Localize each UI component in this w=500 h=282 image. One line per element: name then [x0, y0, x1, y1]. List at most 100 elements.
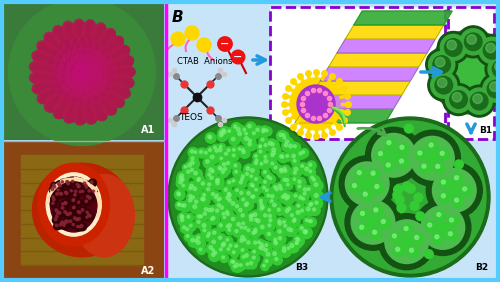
Circle shape [188, 147, 198, 157]
Circle shape [200, 150, 202, 153]
Circle shape [65, 211, 73, 219]
Circle shape [242, 150, 245, 154]
Ellipse shape [48, 89, 64, 106]
Circle shape [296, 238, 300, 241]
Circle shape [288, 144, 292, 148]
Circle shape [287, 227, 291, 231]
Circle shape [78, 201, 80, 203]
Circle shape [434, 210, 446, 222]
Ellipse shape [44, 67, 72, 85]
Circle shape [196, 175, 204, 184]
Circle shape [220, 206, 224, 209]
Circle shape [196, 241, 200, 244]
Circle shape [415, 199, 471, 255]
Circle shape [258, 160, 266, 169]
Circle shape [226, 179, 234, 188]
Circle shape [226, 238, 229, 241]
Ellipse shape [40, 89, 56, 104]
Circle shape [309, 174, 317, 182]
Circle shape [52, 196, 54, 198]
Circle shape [247, 229, 250, 232]
Ellipse shape [40, 69, 64, 85]
Circle shape [177, 192, 180, 195]
Circle shape [262, 169, 270, 177]
Circle shape [229, 258, 237, 267]
Ellipse shape [52, 50, 80, 74]
Circle shape [240, 178, 244, 181]
Circle shape [231, 260, 234, 263]
Circle shape [268, 175, 276, 184]
Circle shape [208, 174, 218, 184]
Circle shape [299, 152, 302, 155]
Ellipse shape [88, 81, 109, 102]
Circle shape [448, 232, 452, 236]
Circle shape [426, 162, 482, 218]
Circle shape [204, 151, 207, 154]
Circle shape [254, 228, 257, 232]
Circle shape [282, 194, 293, 205]
Circle shape [68, 182, 70, 185]
Ellipse shape [62, 21, 76, 41]
Circle shape [61, 181, 64, 183]
Circle shape [248, 142, 252, 146]
Ellipse shape [67, 90, 84, 114]
Circle shape [274, 166, 277, 169]
Circle shape [88, 213, 94, 220]
Circle shape [197, 148, 207, 158]
Circle shape [266, 222, 275, 231]
Circle shape [254, 162, 258, 165]
Circle shape [218, 241, 230, 252]
Ellipse shape [94, 52, 116, 70]
Text: TEOS: TEOS [179, 113, 203, 122]
Circle shape [268, 209, 270, 211]
Circle shape [214, 179, 224, 190]
Circle shape [86, 195, 94, 202]
Circle shape [55, 209, 58, 211]
Circle shape [242, 198, 244, 201]
Circle shape [447, 40, 456, 50]
Circle shape [242, 251, 253, 262]
Circle shape [62, 224, 66, 226]
Circle shape [178, 213, 187, 221]
Circle shape [217, 222, 226, 231]
Circle shape [232, 154, 235, 157]
Circle shape [430, 72, 457, 98]
Circle shape [253, 250, 256, 253]
Circle shape [272, 236, 280, 245]
Circle shape [414, 193, 423, 202]
Ellipse shape [80, 77, 100, 103]
Ellipse shape [106, 75, 128, 90]
Circle shape [195, 212, 206, 223]
Circle shape [352, 184, 356, 188]
Circle shape [218, 166, 226, 174]
Circle shape [265, 192, 274, 201]
Circle shape [220, 157, 222, 160]
Circle shape [295, 242, 298, 244]
Circle shape [248, 166, 259, 177]
Circle shape [237, 179, 246, 188]
Ellipse shape [68, 69, 90, 100]
Circle shape [200, 191, 209, 200]
Ellipse shape [84, 21, 96, 39]
Ellipse shape [45, 52, 66, 67]
Circle shape [58, 212, 61, 214]
Ellipse shape [95, 70, 120, 85]
Circle shape [239, 173, 249, 182]
Circle shape [358, 209, 370, 221]
Circle shape [64, 221, 66, 224]
Circle shape [281, 165, 290, 175]
Ellipse shape [71, 49, 96, 86]
Circle shape [231, 263, 240, 272]
Circle shape [440, 34, 466, 61]
Circle shape [240, 181, 242, 184]
Ellipse shape [74, 98, 88, 120]
Circle shape [241, 214, 244, 217]
Circle shape [228, 130, 230, 133]
Circle shape [283, 138, 294, 148]
Circle shape [284, 225, 296, 236]
Circle shape [197, 38, 211, 52]
Ellipse shape [52, 84, 70, 103]
Ellipse shape [96, 45, 118, 64]
Ellipse shape [92, 85, 111, 107]
Ellipse shape [102, 99, 116, 115]
